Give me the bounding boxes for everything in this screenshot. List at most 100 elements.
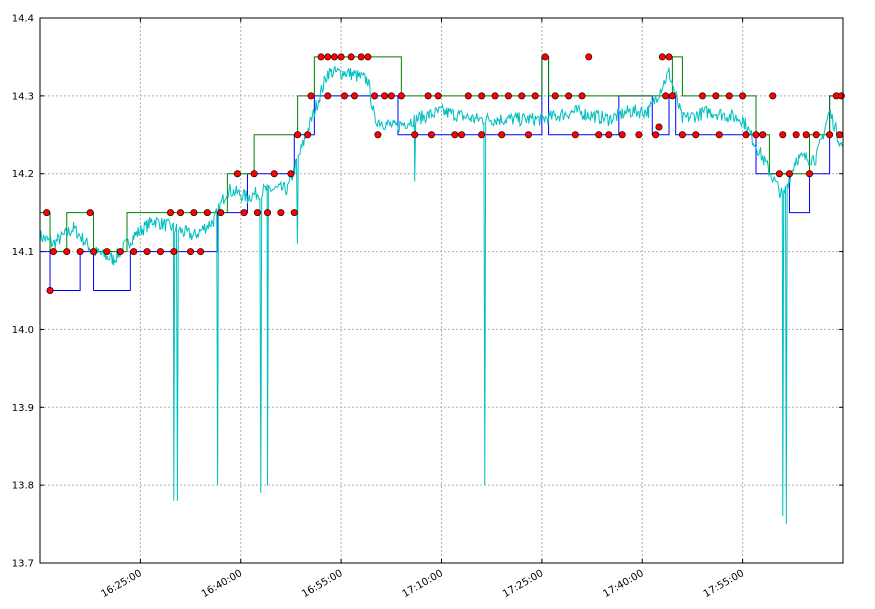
y-tick-label: 14.0 [12, 325, 34, 336]
y-tick-label: 13.8 [12, 481, 34, 492]
data-point-marker [270, 170, 278, 178]
data-point-marker [658, 53, 666, 61]
y-tick-label: 14.4 [12, 14, 34, 25]
data-point-marker [618, 131, 626, 139]
data-point-marker [250, 170, 258, 178]
data-point-marker [156, 248, 164, 256]
data-point-marker [387, 92, 395, 100]
data-point-marker [143, 248, 151, 256]
y-tick-label: 14.3 [12, 91, 34, 102]
data-point-marker [464, 92, 472, 100]
data-point-marker [287, 170, 295, 178]
data-point-marker [116, 248, 124, 256]
data-point-marker [130, 248, 138, 256]
data-point-marker [427, 131, 435, 139]
data-point-marker [775, 170, 783, 178]
data-point-marker [605, 131, 613, 139]
data-point-marker [324, 92, 332, 100]
data-point-marker [434, 92, 442, 100]
x-tick-label: 16:25:00 [99, 568, 143, 600]
data-point-marker [739, 92, 747, 100]
data-point-marker [240, 209, 248, 217]
data-point-marker [792, 131, 800, 139]
data-point-marker [203, 209, 211, 217]
data-point-marker [49, 248, 57, 256]
x-tick-label: 16:40:00 [200, 568, 244, 600]
data-point-marker [595, 131, 603, 139]
data-point-marker [692, 131, 700, 139]
data-point-marker [170, 248, 178, 256]
data-point-marker [715, 131, 723, 139]
data-point-marker [264, 209, 272, 217]
data-point-marker [397, 92, 405, 100]
data-point-marker [177, 209, 185, 217]
data-point-marker [725, 92, 733, 100]
data-point-marker [337, 53, 345, 61]
data-point-marker [585, 53, 593, 61]
data-point-marker [290, 209, 298, 217]
data-point-marker [678, 131, 686, 139]
data-point-marker [518, 92, 526, 100]
data-point-marker [76, 248, 84, 256]
data-point-marker [662, 92, 670, 100]
data-point-marker [769, 92, 777, 100]
data-point-marker [491, 92, 499, 100]
data-point-marker [103, 248, 111, 256]
data-point-marker [836, 131, 844, 139]
data-point-marker [381, 92, 389, 100]
data-point-marker [233, 170, 241, 178]
data-point-marker [498, 131, 506, 139]
data-point-marker [551, 92, 559, 100]
data-point-marker [294, 131, 302, 139]
data-point-marker [571, 131, 579, 139]
data-point-marker [46, 286, 54, 294]
y-tick-label: 13.9 [12, 403, 34, 414]
data-point-marker [424, 92, 432, 100]
y-tick-label: 14.2 [12, 169, 34, 180]
data-point-marker [190, 209, 198, 217]
data-point-marker [324, 53, 332, 61]
data-point-marker [531, 92, 539, 100]
data-point-marker [411, 131, 419, 139]
data-point-marker [357, 53, 365, 61]
data-point-marker [197, 248, 205, 256]
data-point-marker [187, 248, 195, 256]
data-point-marker [578, 92, 586, 100]
data-point-marker [759, 131, 767, 139]
data-point-marker [504, 92, 512, 100]
data-point-marker [635, 131, 643, 139]
data-point-marker [837, 92, 845, 100]
x-tick-label: 17:25:00 [501, 568, 545, 600]
series-2-line [39, 65, 843, 525]
data-point-marker [752, 131, 760, 139]
x-tick-label: 17:55:00 [702, 568, 746, 600]
data-point-marker [304, 131, 312, 139]
data-point-marker [347, 53, 355, 61]
plot-frame [39, 17, 844, 564]
data-point-marker [478, 131, 486, 139]
data-point-marker [524, 131, 532, 139]
data-point-marker [802, 131, 810, 139]
data-point-marker [253, 209, 261, 217]
data-point-marker [317, 53, 325, 61]
data-point-marker [665, 53, 673, 61]
data-point-marker [698, 92, 706, 100]
data-point-marker [90, 248, 98, 256]
data-point-marker [63, 248, 71, 256]
data-point-marker [541, 53, 549, 61]
data-point-marker [43, 209, 51, 217]
data-point-marker [277, 209, 285, 217]
data-point-marker [217, 209, 225, 217]
data-point-marker [742, 131, 750, 139]
data-point-marker [351, 92, 359, 100]
data-point-marker [374, 131, 382, 139]
data-point-marker [371, 92, 379, 100]
y-tick-label: 13.7 [12, 559, 34, 570]
data-point-marker [458, 131, 466, 139]
data-point-marker [330, 53, 338, 61]
x-tick-label: 17:10:00 [401, 568, 445, 600]
data-point-marker [812, 131, 820, 139]
data-point-marker [478, 92, 486, 100]
data-point-marker [451, 131, 459, 139]
